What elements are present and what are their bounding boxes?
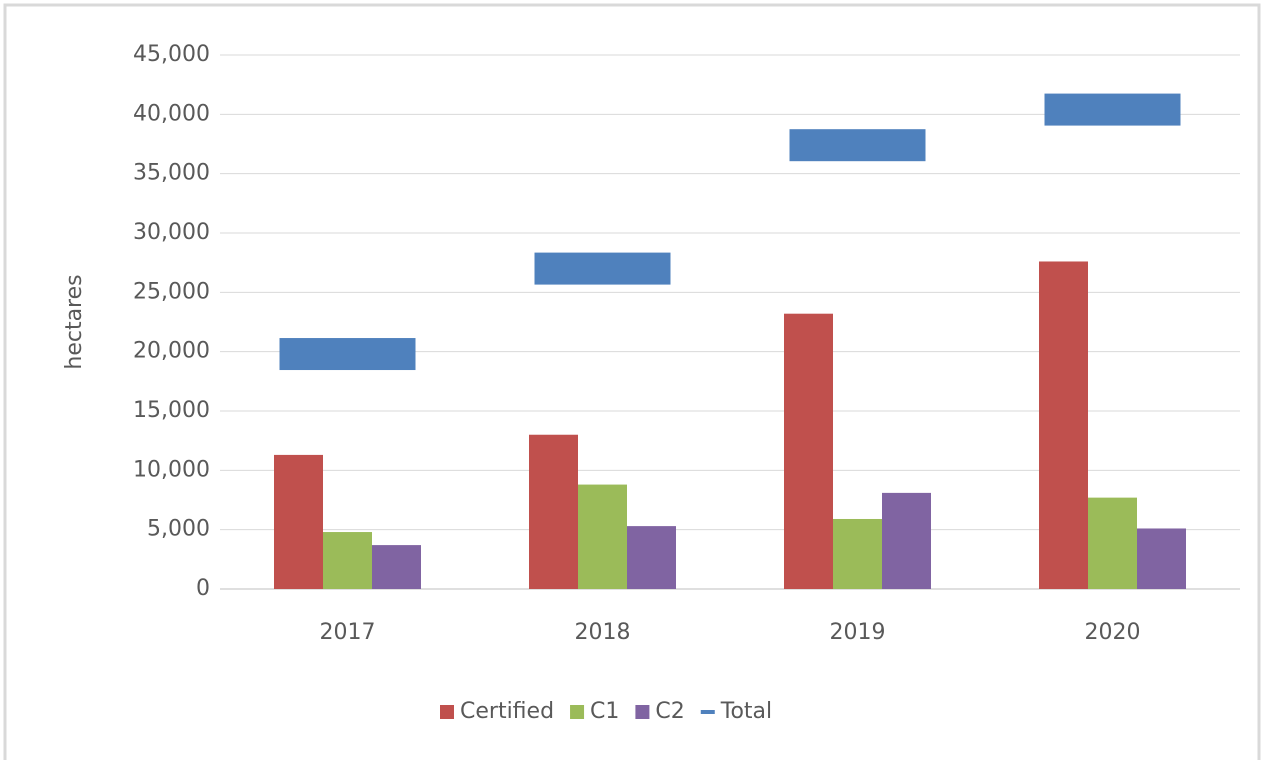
- bar: [372, 545, 421, 589]
- bar: [529, 434, 578, 589]
- legend-swatch: [700, 710, 715, 714]
- legend-label: Certified: [460, 699, 554, 724]
- y-tick-label: 0: [196, 576, 210, 601]
- legend-swatch: [635, 705, 650, 719]
- legend-swatch: [570, 705, 585, 719]
- bar: [323, 532, 372, 589]
- y-tick-label: 20,000: [133, 339, 210, 364]
- bar: [784, 313, 833, 589]
- y-tick-label: 25,000: [133, 279, 210, 304]
- y-tick-label: 5,000: [147, 517, 210, 542]
- y-tick-label: 30,000: [133, 220, 210, 245]
- legend-label: Total: [720, 699, 772, 724]
- y-tick-label: 10,000: [133, 457, 210, 482]
- legend-label: C1: [590, 699, 619, 724]
- bar: [1088, 497, 1137, 589]
- total-marker: [279, 338, 416, 371]
- bar: [578, 484, 627, 589]
- x-tick-label: 2017: [320, 620, 376, 645]
- total-marker: [1044, 93, 1181, 126]
- bar: [627, 526, 676, 589]
- y-tick-label: 35,000: [133, 161, 210, 186]
- y-tick-label: 15,000: [133, 398, 210, 423]
- x-tick-label: 2019: [830, 620, 886, 645]
- bar: [882, 492, 931, 589]
- y-axis-label: hectares: [62, 274, 87, 369]
- bar: [1137, 528, 1186, 589]
- bar: [833, 518, 882, 589]
- x-tick-label: 2018: [575, 620, 631, 645]
- total-marker: [534, 252, 671, 285]
- total-marker: [789, 129, 926, 162]
- y-tick-label: 40,000: [133, 101, 210, 126]
- legend-label: C2: [655, 699, 684, 724]
- bar: [274, 454, 323, 589]
- x-tick-label: 2020: [1085, 620, 1141, 645]
- y-tick-label: 45,000: [133, 42, 210, 67]
- legend-swatch: [440, 705, 454, 719]
- bar: [1039, 261, 1088, 589]
